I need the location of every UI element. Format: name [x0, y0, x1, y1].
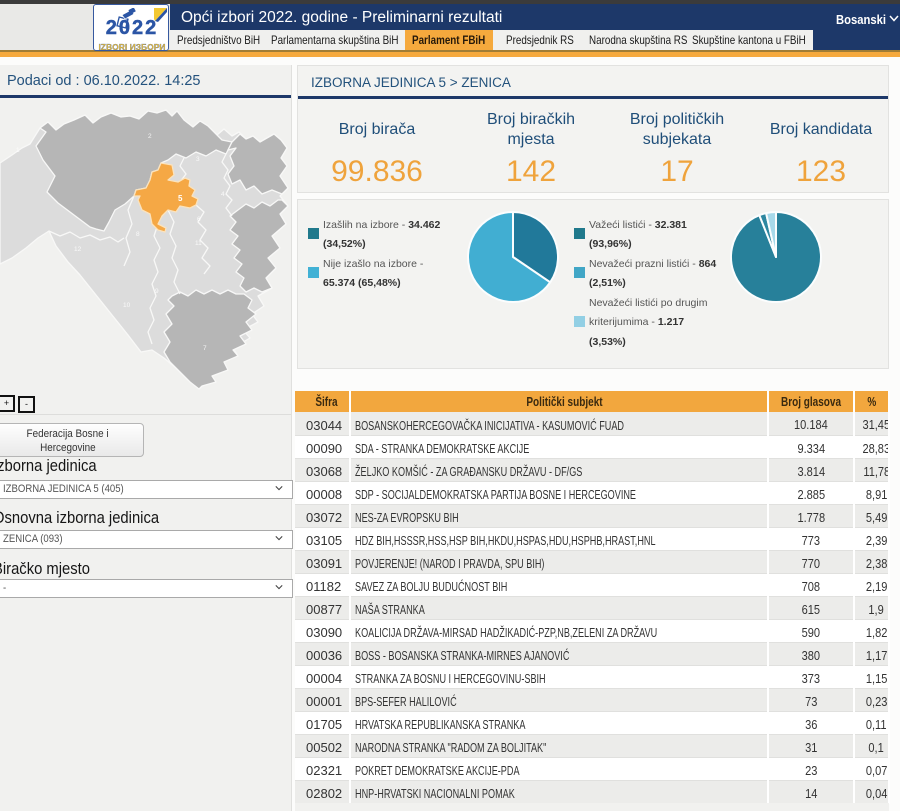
svg-text:5: 5 — [178, 194, 183, 203]
svg-text:12: 12 — [74, 246, 82, 253]
svg-text:4: 4 — [221, 191, 225, 198]
svg-text:9: 9 — [155, 288, 159, 295]
svg-text:10: 10 — [123, 302, 131, 309]
svg-text:7: 7 — [203, 345, 207, 352]
svg-text:3: 3 — [196, 156, 200, 163]
svg-text:11: 11 — [195, 240, 202, 247]
svg-text:1: 1 — [16, 147, 20, 154]
svg-text:2: 2 — [148, 133, 152, 140]
svg-text:8: 8 — [136, 231, 140, 238]
svg-text:6: 6 — [197, 216, 201, 223]
